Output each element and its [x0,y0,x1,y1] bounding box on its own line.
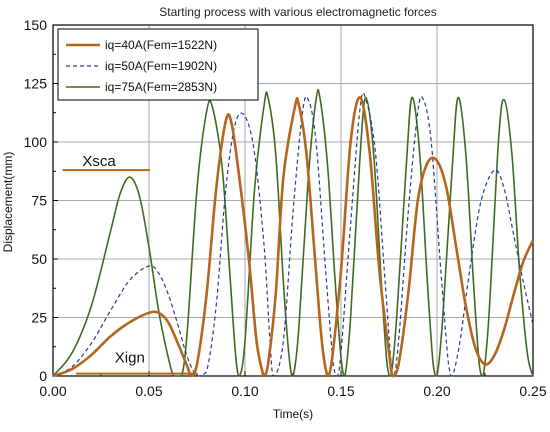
y-axis-label: Displacement(mm) [1,152,15,253]
x-tick-label: 0.15 [327,383,354,399]
x-tick-label: 0.25 [519,383,546,399]
y-tick-label: 25 [31,310,47,326]
legend-label-2: iq=75A(Fem=2853N) [105,80,217,94]
series-group [52,88,535,378]
y-axis-ticks: 0 25 50 75 100 125 150 [24,17,58,384]
x-tick-label: 0.05 [135,383,162,399]
x-tick-label: 0.10 [231,383,258,399]
annotations: Xsca Xign [62,153,197,375]
x-tick-label: 0.00 [39,383,66,399]
series-line-0 [52,96,535,378]
x-tick-label: 0.20 [423,383,450,399]
y-tick-label: 150 [24,17,48,33]
y-tick-label: 0 [39,368,47,384]
y-tick-label: 100 [24,134,48,150]
xign-label: Xign [115,349,145,366]
y-tick-label: 50 [31,251,47,267]
legend-label-0: iq=40A(Fem=1522N) [105,38,217,52]
xsca-label: Xsca [82,153,116,170]
chart-title: Starting process with various electromag… [159,5,436,19]
series-line-2 [52,88,534,377]
y-tick-label: 125 [24,76,48,92]
x-axis-ticks: 0.00 0.05 0.10 0.15 0.20 0.25 [39,371,547,399]
series-line-1 [52,92,534,377]
legend: iq=40A(Fem=1522N) iq=50A(Fem=1902N) iq=75A… [57,28,259,101]
x-axis-label: Time(s) [273,407,313,421]
y-tick-label: 75 [31,193,47,209]
legend-label-1: iq=50A(Fem=1902N) [105,59,217,73]
legend-box [57,28,259,101]
